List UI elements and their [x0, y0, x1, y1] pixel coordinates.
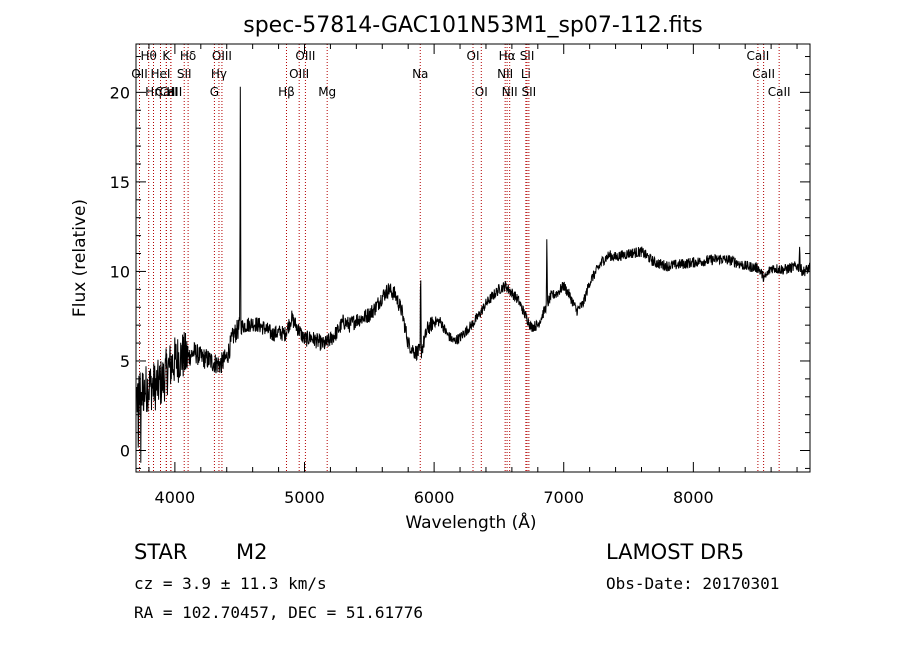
spectral-line-label: Hγ	[211, 67, 227, 81]
x-tick-label: 5000	[284, 488, 325, 507]
spectral-line-label: NII	[497, 67, 513, 81]
spectral-line-label: G	[210, 85, 219, 99]
object-subclass: M2	[236, 540, 268, 564]
y-axis: 0 5 10 15 20	[110, 56, 810, 469]
spectral-line-label: CaII	[768, 85, 791, 99]
y-tick-label: 5	[120, 352, 130, 371]
spectral-line-label: HeI	[151, 67, 171, 81]
spectral-line-label: Hβ	[278, 85, 295, 99]
spectral-line-label: Li	[521, 67, 531, 81]
object-class: STAR	[134, 540, 188, 564]
y-tick-label: 0	[120, 442, 130, 461]
spectral-line-label: SII	[520, 49, 535, 63]
chart-title: spec-57814-GAC101N53M1_sp07-112.fits	[243, 13, 703, 38]
spectral-line-label: Mg	[318, 85, 336, 99]
x-tick-label: 6000	[414, 488, 455, 507]
spectral-line-label: CaII	[752, 67, 775, 81]
spectral-line-label: H	[166, 85, 175, 99]
spectrum-layer	[135, 86, 811, 463]
plot-frame	[135, 43, 811, 473]
observation-date: Obs-Date: 20170301	[606, 574, 780, 593]
redshift-cz: cz = 3.9 ± 11.3 km/s	[134, 574, 327, 593]
spectral-line-markers: CaIICaIIHθOIIHηHeIKHHδSIIOIIIHγGOIIIOIII…	[131, 44, 791, 472]
spectral-line-label: OI	[467, 49, 480, 63]
spectral-line-label: Hη	[145, 85, 162, 99]
coordinates: RA = 102.70457, DEC = 51.61776	[134, 603, 423, 622]
spectral-line-label: OIII	[295, 49, 315, 63]
spectral-line-label: K	[162, 49, 171, 63]
spectral-line-label: Hα	[499, 49, 516, 63]
spectral-line-label: NII	[502, 85, 518, 99]
survey-name: LAMOST DR5	[606, 540, 745, 564]
spectral-line-label: OIII	[289, 67, 309, 81]
spectral-line-label: Hθ	[141, 49, 157, 63]
x-tick-label: 7000	[543, 488, 584, 507]
x-tick-label: 8000	[673, 488, 714, 507]
spectral-line-label: SII	[522, 85, 537, 99]
y-axis-label: Flux (relative)	[70, 199, 90, 317]
y-tick-label: 15	[110, 173, 130, 192]
spectral-line-label: OI	[475, 85, 488, 99]
spectral-line-label: SII	[177, 67, 192, 81]
spectral-line-label: Hδ	[180, 49, 196, 63]
y-tick-label: 20	[110, 83, 130, 102]
spectral-line-label: Na	[412, 67, 428, 81]
spectral-line-label: OIII	[212, 49, 232, 63]
spectral-line-label: CaII	[746, 49, 769, 63]
spectrum-series-line	[135, 86, 811, 463]
x-axis: 4000 5000 6000 7000 8000	[148, 44, 798, 507]
x-tick-label: 4000	[155, 488, 196, 507]
x-axis-label: Wavelength (Å)	[405, 511, 536, 533]
y-tick-label: 10	[110, 262, 130, 281]
